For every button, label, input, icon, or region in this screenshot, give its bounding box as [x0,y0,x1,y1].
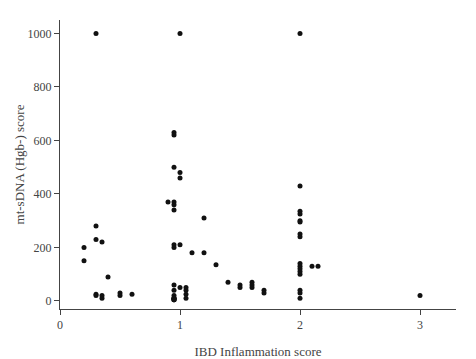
svg-text:3: 3 [417,318,423,332]
svg-text:200: 200 [34,241,52,255]
svg-text:0: 0 [46,294,52,308]
svg-text:mt-sDNA (Hgb-) score: mt-sDNA (Hgb-) score [12,104,27,224]
svg-text:600: 600 [34,134,52,148]
svg-text:IBD Inflammation score: IBD Inflammation score [194,344,321,359]
svg-text:400: 400 [34,187,52,201]
svg-text:800: 800 [34,80,52,94]
svg-text:1000: 1000 [28,27,52,41]
svg-text:1: 1 [177,318,183,332]
svg-text:0: 0 [57,318,63,332]
svg-text:2: 2 [297,318,303,332]
